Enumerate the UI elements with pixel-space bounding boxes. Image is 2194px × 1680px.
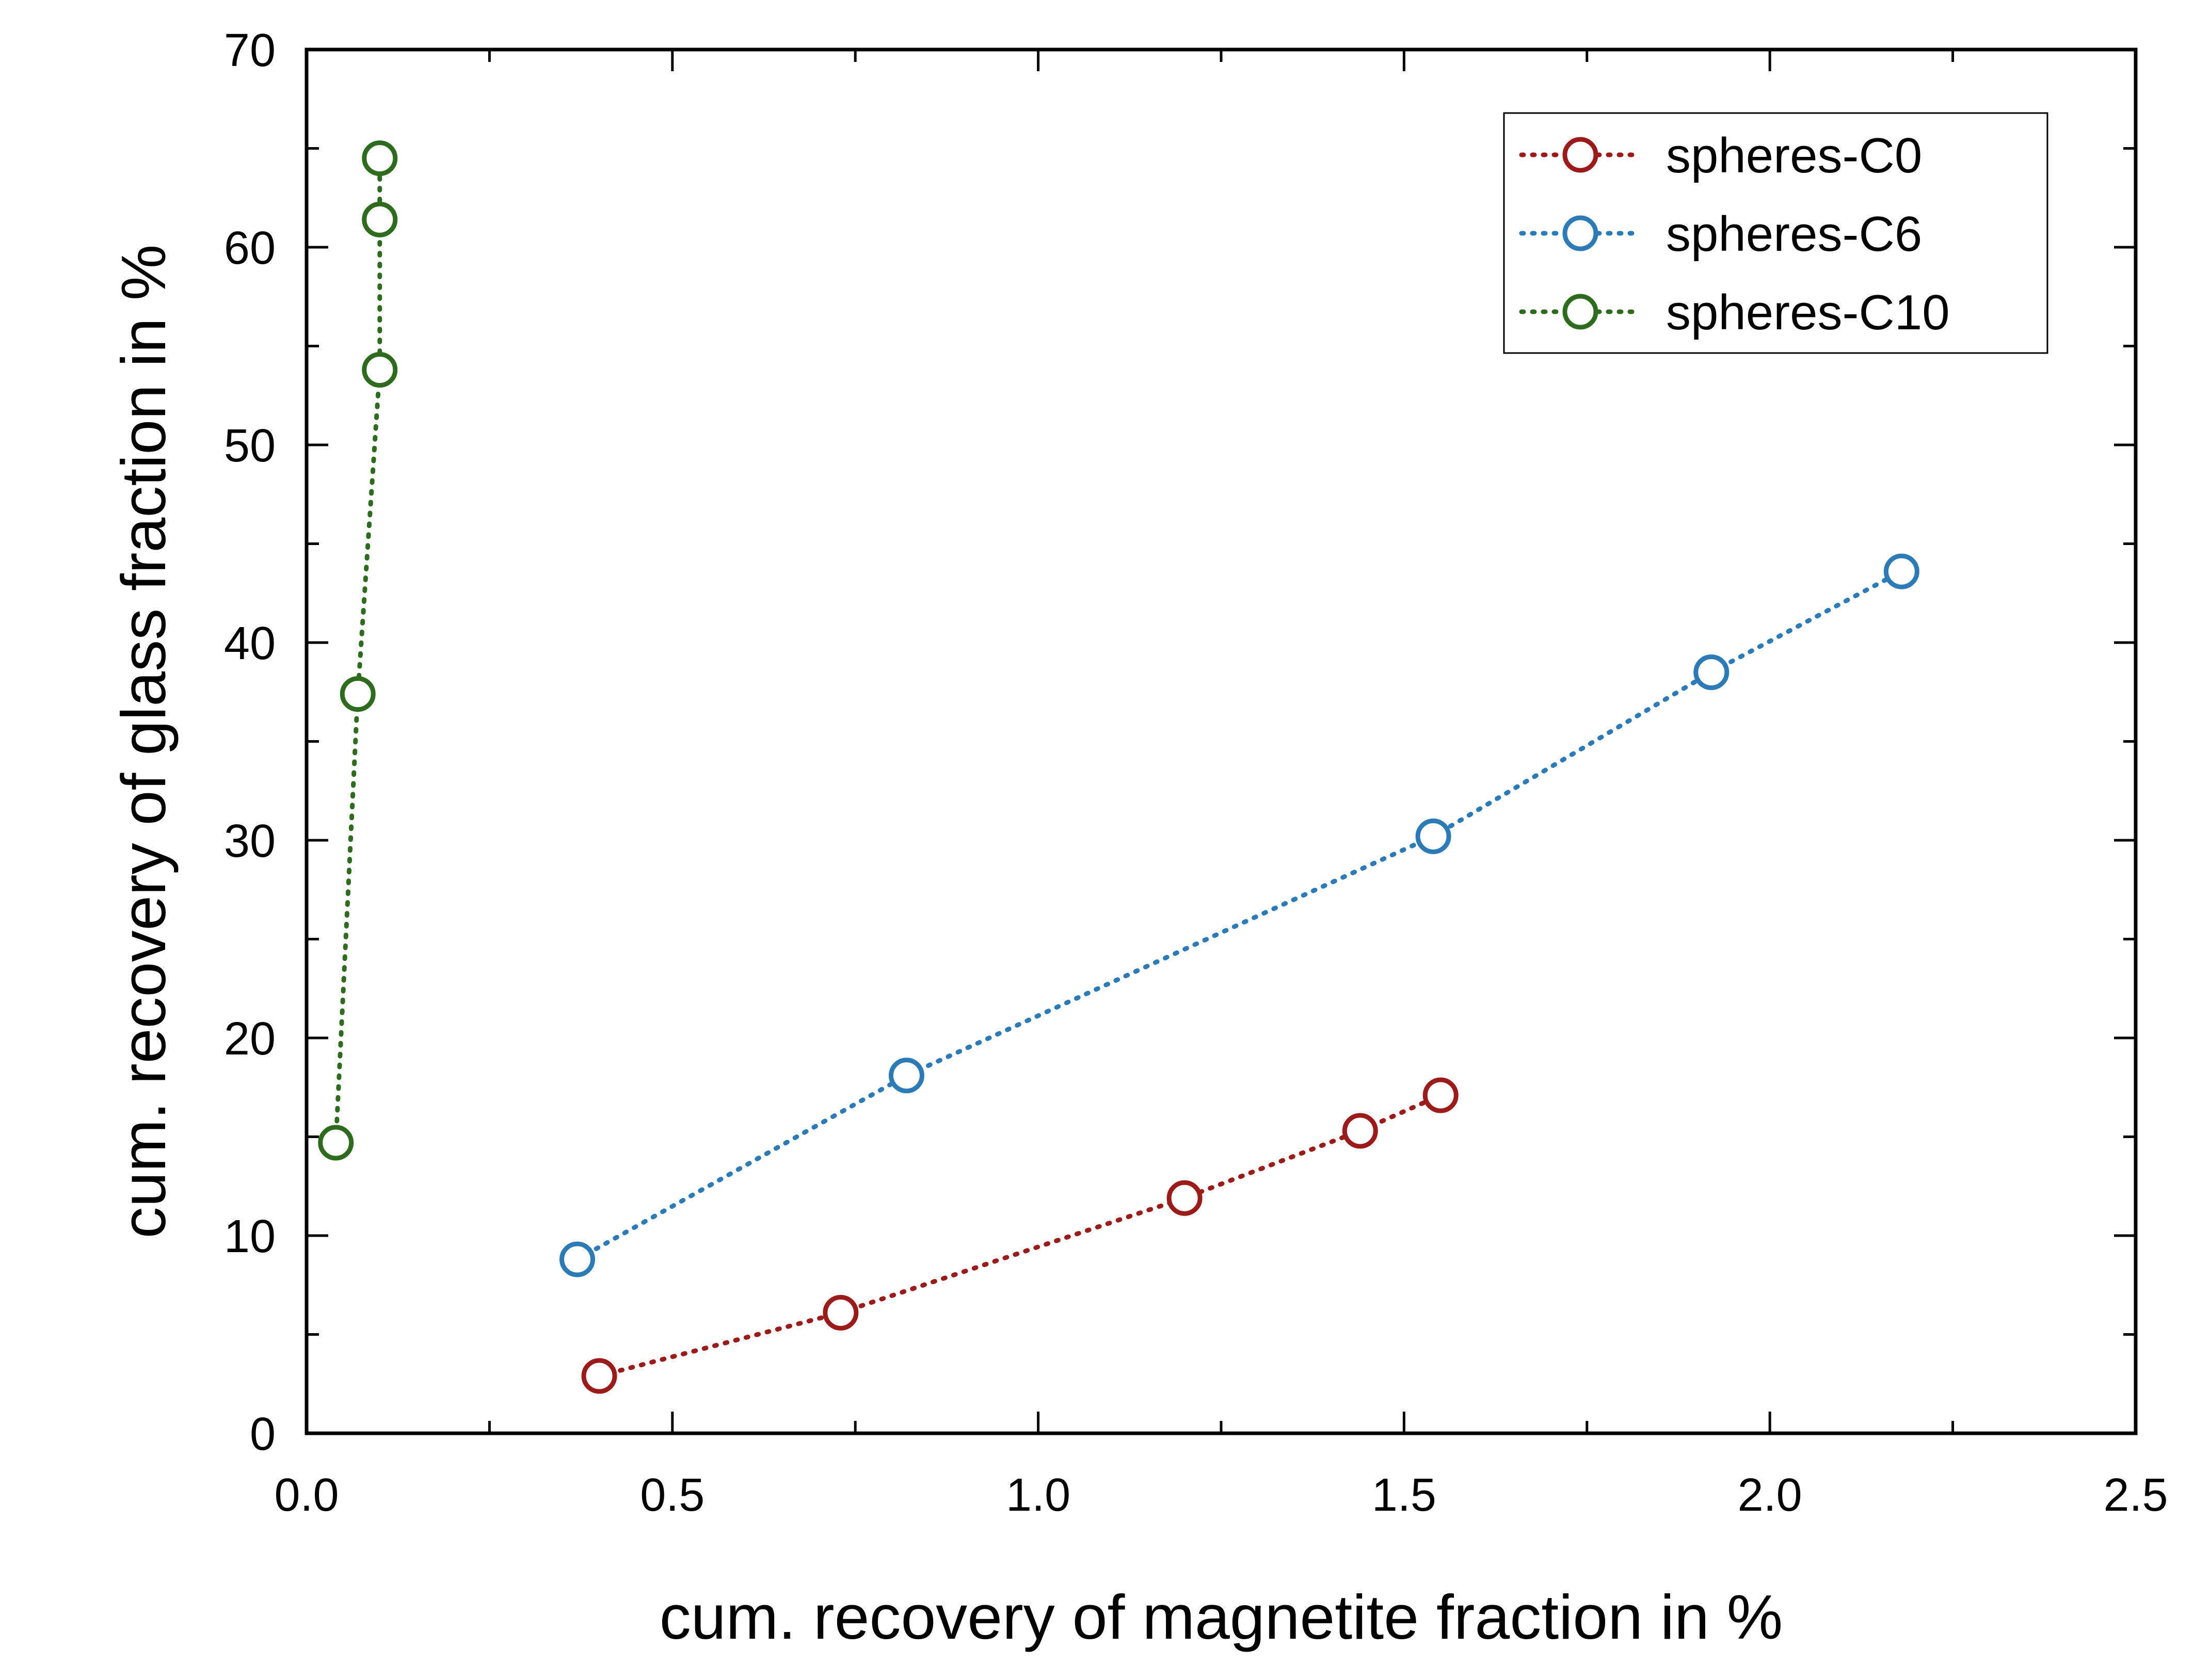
- legend-marker: [1562, 215, 1598, 251]
- y-tick-label: 20: [224, 1013, 276, 1065]
- data-point: [1342, 1113, 1378, 1149]
- x-tick-label: 2.5: [2103, 1469, 2168, 1521]
- y-tick-label: 30: [224, 815, 276, 867]
- y-tick-label: 70: [224, 25, 276, 76]
- data-point: [318, 1125, 354, 1161]
- data-point: [362, 201, 398, 237]
- data-point: [1166, 1180, 1203, 1216]
- x-tick-label: 0.0: [274, 1469, 339, 1521]
- data-point: [362, 351, 398, 388]
- y-tick-label: 0: [250, 1409, 276, 1460]
- series-spheres-C6: [559, 553, 1919, 1277]
- legend-marker: [1562, 294, 1598, 330]
- series-layer: [318, 140, 1919, 1394]
- legend-item: spheres-C0: [1519, 128, 1922, 183]
- data-point: [823, 1294, 859, 1331]
- y-tick-label: 60: [224, 222, 276, 274]
- axis-layer: 0.0 0.5 1.0 1.5 2.0 2.5 0 10 20 30 40 50 60 70: [224, 25, 2168, 1521]
- data-point: [362, 140, 398, 177]
- legend-label: spheres-C10: [1666, 285, 1950, 340]
- data-point: [581, 1358, 617, 1394]
- data-point: [559, 1241, 596, 1277]
- x-tick-label: 1.5: [1372, 1469, 1436, 1521]
- x-tick-label: 0.5: [640, 1469, 704, 1521]
- x-tick-label: 1.0: [1006, 1469, 1070, 1521]
- y-tick-label: 10: [224, 1211, 276, 1262]
- series-line: [333, 156, 382, 1145]
- legend-item: spheres-C10: [1519, 285, 1950, 340]
- legend-item: spheres-C6: [1519, 206, 1922, 262]
- x-axis-title: cum. recovery of magnetite fraction in %: [660, 1582, 1783, 1652]
- legend: spheres-C0 spheres-C6 spheres-C10: [1503, 112, 2048, 354]
- data-point: [340, 676, 376, 712]
- data-point: [1415, 818, 1451, 854]
- data-point: [888, 1058, 924, 1094]
- legend-items: spheres-C0 spheres-C6 spheres-C10: [1519, 128, 1950, 340]
- y-tick-label: 50: [224, 420, 276, 472]
- series-line: [597, 1093, 1443, 1379]
- data-point: [1422, 1077, 1459, 1113]
- y-axis-title: cum. recovery of glass fraction in %: [108, 245, 179, 1239]
- y-tick-label: 40: [224, 618, 276, 669]
- legend-marker: [1562, 137, 1598, 173]
- data-point: [1883, 553, 1919, 589]
- data-point: [1693, 654, 1729, 690]
- x-tick-label: 2.0: [1738, 1469, 1802, 1521]
- legend-label: spheres-C6: [1666, 206, 1922, 262]
- legend-label: spheres-C0: [1666, 128, 1922, 183]
- series-spheres-C0: [581, 1077, 1459, 1394]
- series-spheres-C10: [318, 140, 398, 1161]
